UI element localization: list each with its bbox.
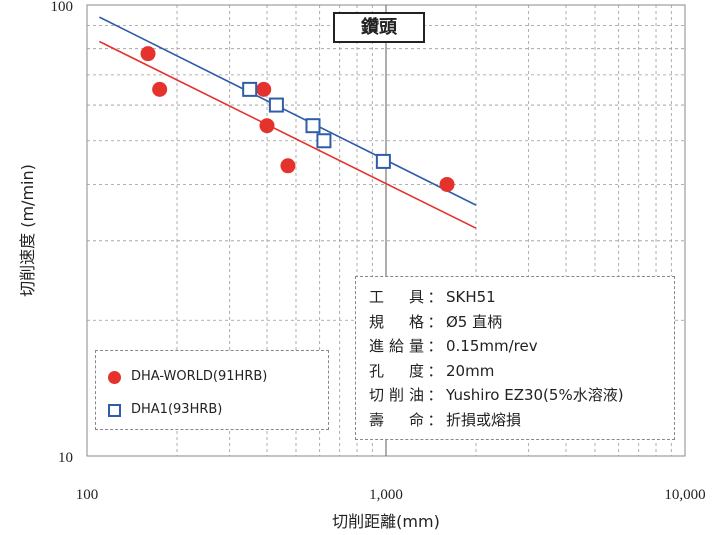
data-point: [140, 46, 156, 62]
condition-key: 切削油: [369, 386, 424, 405]
condition-separator: ：: [427, 411, 443, 429]
condition-value: Ø5 直柄: [446, 312, 503, 331]
x-tick-label: 1,000: [369, 487, 403, 503]
condition-row: 壽 命：折損或熔損: [369, 408, 521, 433]
chart-badge: 鑽頭: [333, 12, 425, 43]
y-tick-label: 100: [51, 0, 74, 15]
data-point: [305, 118, 321, 134]
legend-item-dha-world: DHA-WORLD(91HRB): [108, 367, 267, 387]
red-dot-marker-icon: [108, 370, 121, 384]
data-point: [256, 81, 272, 97]
data-point: [268, 97, 284, 113]
trend-line: [99, 16, 477, 206]
conditions-box: 工 具： SKH51 規 格： Ø5 直柄 進給量： 0.15mm/rev 孔 度： 20mm…: [355, 276, 675, 440]
condition-value: 折損或熔損: [446, 411, 522, 429]
condition-row: 孔 度： 20mm: [369, 359, 494, 384]
condition-key: 規 格: [369, 312, 424, 331]
x-tick-label: 10,000: [664, 487, 705, 503]
data-point: [316, 133, 332, 149]
x-axis-title: 切削距離(mm): [332, 512, 440, 531]
condition-row: 規 格： Ø5 直柄: [369, 310, 502, 335]
condition-row: 切削油： Yushiro EZ30(5%水溶液): [369, 383, 624, 408]
condition-row: 工 具： SKH51: [369, 285, 496, 310]
condition-separator: ：: [427, 288, 443, 306]
data-point: [439, 176, 455, 192]
blue-square-marker-icon: [108, 403, 121, 417]
data-point: [242, 81, 258, 97]
condition-value: 20mm: [446, 361, 495, 380]
condition-key: 工 具: [369, 288, 424, 306]
condition-value: 0.15mm/rev: [446, 337, 538, 356]
condition-separator: ：: [427, 361, 443, 380]
data-point: [152, 81, 168, 97]
y-axis-title: 切削速度 (m/min): [18, 164, 37, 297]
condition-key: 孔 度: [369, 361, 424, 380]
legend-label: DHA1(93HRB): [131, 401, 223, 417]
data-point: [280, 158, 296, 174]
condition-key: 進給量: [369, 337, 424, 356]
y-tick-label: 10: [58, 450, 73, 466]
data-point: [375, 153, 391, 169]
condition-key: 壽 命: [369, 411, 424, 429]
condition-separator: ：: [427, 312, 443, 331]
condition-separator: ：: [427, 386, 443, 405]
legend: DHA-WORLD(91HRB) DHA1(93HRB): [95, 350, 329, 430]
condition-value: Yushiro EZ30(5%水溶液): [446, 386, 624, 405]
trend-line: [99, 40, 477, 229]
condition-separator: ：: [427, 337, 443, 356]
condition-value: SKH51: [446, 288, 496, 306]
x-tick-label: 100: [76, 487, 99, 503]
condition-row: 進給量： 0.15mm/rev: [369, 334, 538, 359]
legend-item-dha1: DHA1(93HRB): [108, 400, 222, 420]
data-point: [259, 118, 275, 134]
legend-label: DHA-WORLD(91HRB): [131, 368, 268, 384]
